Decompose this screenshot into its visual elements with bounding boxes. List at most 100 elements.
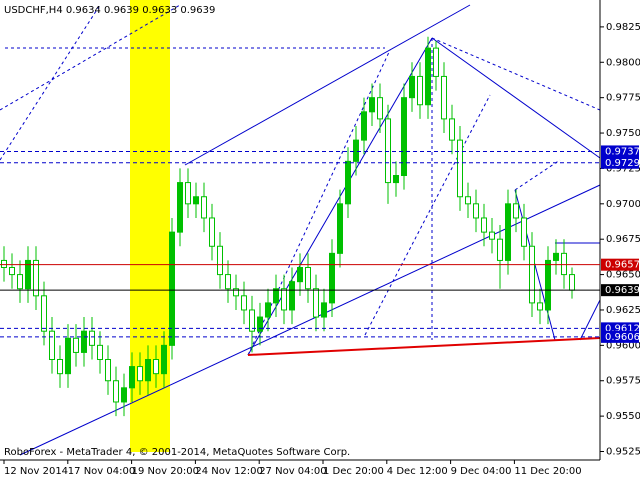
y-tick-label: 0.9625 xyxy=(606,305,640,316)
candle-body xyxy=(385,118,391,184)
candle-body xyxy=(265,302,271,318)
x-tick-label: 1 Dec 20:00 xyxy=(323,466,384,477)
candle-body xyxy=(217,245,223,276)
chart-title: USDCHF,H4 0.9634 0.9639 0.9633 0.9639 xyxy=(4,5,215,16)
candle-body xyxy=(425,47,431,106)
level-box xyxy=(601,330,639,343)
candle-body xyxy=(473,203,479,219)
candle-body xyxy=(153,359,159,375)
y-tick-label: 0.9600 xyxy=(606,340,640,351)
x-tick-label: 4 Dec 12:00 xyxy=(387,466,448,477)
candle-body xyxy=(297,267,303,283)
candle-body xyxy=(241,295,247,311)
y-tick-label: 0.9550 xyxy=(606,411,640,422)
level-box xyxy=(601,145,639,158)
candle-body xyxy=(129,366,135,389)
candle-body xyxy=(25,259,31,290)
candle-body xyxy=(105,359,111,382)
candle-body xyxy=(289,281,295,311)
candle-body xyxy=(497,238,503,261)
candle-body xyxy=(1,259,7,269)
x-tick-label: 11 Dec 20:00 xyxy=(514,466,581,477)
candle-body xyxy=(393,175,399,184)
candle-body xyxy=(441,75,447,120)
level-label: 0.9639 xyxy=(605,285,640,296)
candle-body xyxy=(121,387,127,403)
candle-body xyxy=(505,203,511,261)
candle-body xyxy=(553,252,559,261)
candle-body xyxy=(161,344,167,375)
candle-body xyxy=(249,309,255,332)
candle-body xyxy=(481,217,487,233)
y-tick-label: 0.9650 xyxy=(606,270,640,281)
candle-body xyxy=(513,203,519,219)
y-tick-label: 0.9525 xyxy=(606,447,640,458)
candle-body xyxy=(337,203,343,254)
candle-body xyxy=(97,344,103,361)
candle-body xyxy=(313,288,319,318)
y-tick-label: 0.9800 xyxy=(606,57,640,68)
candle-body xyxy=(49,330,55,361)
y-tick-label: 0.9675 xyxy=(606,234,640,245)
candle-body xyxy=(225,274,231,290)
candle-body xyxy=(137,366,143,382)
candle-body xyxy=(449,118,455,141)
candle-body xyxy=(537,302,543,311)
candle-body xyxy=(409,75,415,99)
candle-body xyxy=(457,139,463,198)
candle-body xyxy=(369,97,375,113)
candle-body xyxy=(257,316,263,332)
candle-body xyxy=(489,231,495,240)
candle-body xyxy=(569,274,575,291)
level-label: 0.9657 xyxy=(605,260,640,271)
candle-body xyxy=(169,231,175,346)
candle-body xyxy=(73,337,79,353)
candle-body xyxy=(345,160,351,205)
candle-body xyxy=(465,196,471,205)
x-tick-label: 12 Nov 2014 xyxy=(4,466,68,477)
candle-body xyxy=(41,295,47,332)
footer: RoboForex - MetaTrader 4, © 2001-2014, M… xyxy=(4,447,350,458)
candle-body xyxy=(57,359,63,375)
candle-body xyxy=(305,267,311,290)
candle-body xyxy=(521,217,527,247)
level-label: 0.9612 xyxy=(605,323,640,334)
y-tick-label: 0.9575 xyxy=(606,376,640,387)
candle-body xyxy=(401,97,407,177)
plot xyxy=(1,36,575,417)
candle-body xyxy=(321,302,327,318)
x-tick-label: 24 Nov 12:00 xyxy=(195,466,262,477)
y-tick-label: 0.9700 xyxy=(606,199,640,210)
candle-body xyxy=(209,217,215,247)
candle-body xyxy=(561,252,567,276)
candle-body xyxy=(89,330,95,346)
candle-body xyxy=(65,337,71,375)
candle-body xyxy=(329,252,335,304)
candle-body xyxy=(193,196,199,205)
candle-body xyxy=(145,359,151,382)
candle-body xyxy=(281,288,287,311)
candle-body xyxy=(433,47,439,77)
x-tick-label: 17 Nov 04:00 xyxy=(68,466,135,477)
candle-body xyxy=(185,182,191,205)
candle-body xyxy=(233,288,239,297)
candle-body xyxy=(353,139,359,162)
level-label: 0.9737 xyxy=(605,146,640,157)
y-tick-label: 0.9750 xyxy=(606,128,640,139)
candle-body xyxy=(113,380,119,403)
level-label: 0.9729 xyxy=(605,158,640,169)
candle-body xyxy=(377,97,383,120)
candle-body xyxy=(201,196,207,219)
candle-body xyxy=(9,267,15,276)
level-box xyxy=(601,258,639,271)
x-tick-label: 27 Nov 04:00 xyxy=(259,466,326,477)
candle-body xyxy=(545,259,551,311)
candle-body xyxy=(33,259,39,297)
candle-body xyxy=(361,111,367,141)
level-label: 0.9606 xyxy=(605,332,640,343)
level-box xyxy=(601,156,639,169)
x-tick-label: 9 Dec 04:00 xyxy=(451,466,512,477)
candle-body xyxy=(529,245,535,304)
level-box xyxy=(601,284,639,297)
